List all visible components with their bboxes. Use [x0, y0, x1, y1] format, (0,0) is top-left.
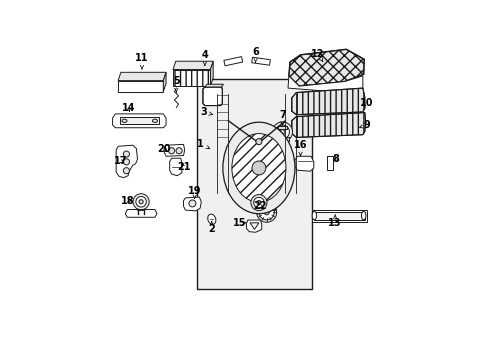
Text: 12: 12 [310, 49, 324, 62]
Polygon shape [163, 72, 166, 92]
Text: 10: 10 [360, 98, 373, 108]
Bar [251, 57, 270, 65]
Polygon shape [288, 49, 364, 86]
Text: 19: 19 [187, 186, 201, 198]
Ellipse shape [275, 125, 289, 139]
Text: 6: 6 [252, 46, 259, 62]
Polygon shape [291, 88, 364, 115]
Polygon shape [291, 112, 365, 138]
Polygon shape [118, 72, 166, 81]
Polygon shape [169, 158, 182, 176]
Polygon shape [294, 156, 313, 171]
Text: 8: 8 [332, 154, 339, 164]
Text: 1: 1 [196, 139, 209, 149]
Polygon shape [313, 212, 364, 220]
Polygon shape [311, 210, 366, 222]
Ellipse shape [152, 119, 157, 122]
Polygon shape [246, 220, 261, 232]
Text: 7: 7 [279, 110, 285, 125]
Bar [258, 203, 274, 210]
Polygon shape [210, 61, 213, 86]
Ellipse shape [256, 202, 276, 222]
Text: 20: 20 [157, 144, 170, 154]
Ellipse shape [361, 211, 365, 220]
Ellipse shape [255, 139, 262, 145]
Polygon shape [203, 87, 222, 105]
Ellipse shape [250, 194, 266, 211]
Polygon shape [120, 117, 159, 124]
Ellipse shape [256, 201, 261, 205]
Ellipse shape [133, 194, 149, 210]
Ellipse shape [123, 159, 129, 165]
Ellipse shape [168, 148, 174, 154]
Ellipse shape [311, 211, 316, 220]
Ellipse shape [136, 197, 146, 207]
Text: 21: 21 [177, 162, 190, 172]
Polygon shape [249, 223, 259, 229]
Text: 9: 9 [359, 120, 369, 130]
Polygon shape [277, 126, 286, 129]
Text: 2: 2 [208, 222, 215, 234]
Ellipse shape [123, 151, 129, 157]
Ellipse shape [280, 129, 285, 134]
Ellipse shape [139, 200, 143, 204]
Polygon shape [173, 61, 213, 69]
Text: 22: 22 [253, 201, 266, 211]
Polygon shape [183, 197, 201, 211]
Ellipse shape [264, 210, 268, 215]
Polygon shape [204, 84, 223, 87]
Text: 4: 4 [201, 50, 208, 66]
Text: 11: 11 [135, 53, 148, 69]
Ellipse shape [253, 197, 264, 208]
Ellipse shape [251, 161, 265, 175]
Polygon shape [112, 114, 166, 128]
Bar [224, 57, 242, 66]
Text: 5: 5 [173, 76, 179, 92]
Text: 14: 14 [122, 103, 135, 113]
Ellipse shape [223, 122, 294, 214]
Text: 13: 13 [328, 215, 341, 228]
Polygon shape [287, 76, 362, 93]
Text: 18: 18 [121, 195, 135, 206]
Text: 17: 17 [113, 156, 127, 166]
Polygon shape [164, 144, 184, 156]
Ellipse shape [188, 200, 196, 207]
Ellipse shape [176, 148, 182, 154]
Text: 15: 15 [233, 218, 246, 228]
Text: 16: 16 [293, 140, 306, 156]
Ellipse shape [122, 119, 127, 122]
Bar [326, 156, 332, 170]
Ellipse shape [123, 168, 129, 174]
Ellipse shape [259, 205, 274, 220]
Polygon shape [275, 138, 289, 141]
Text: 3: 3 [200, 107, 212, 117]
Polygon shape [125, 210, 157, 217]
Polygon shape [116, 145, 137, 177]
Ellipse shape [207, 214, 215, 224]
Polygon shape [118, 81, 163, 92]
Ellipse shape [231, 134, 285, 202]
Polygon shape [173, 69, 210, 86]
Ellipse shape [272, 122, 292, 142]
Bar [196, 79, 311, 288]
